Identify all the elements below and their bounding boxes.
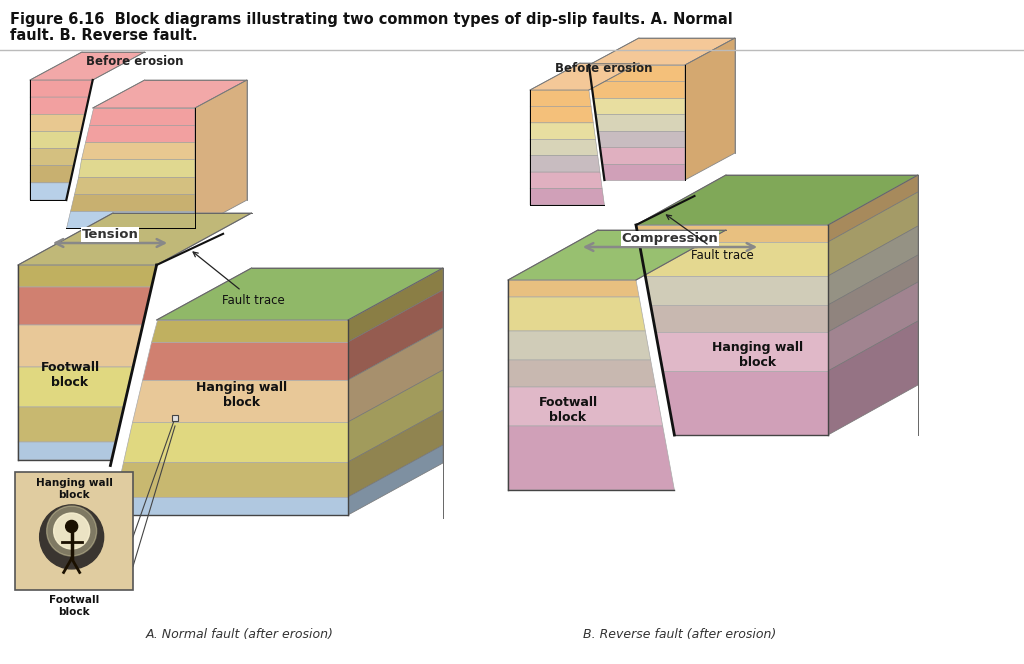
Circle shape (53, 513, 90, 549)
Polygon shape (18, 442, 115, 460)
Polygon shape (348, 370, 443, 462)
Polygon shape (18, 325, 142, 367)
Text: fault. B. Reverse fault.: fault. B. Reverse fault. (10, 28, 198, 43)
Polygon shape (530, 139, 598, 156)
Polygon shape (157, 268, 443, 320)
Polygon shape (348, 290, 443, 380)
Polygon shape (530, 123, 596, 139)
Polygon shape (152, 320, 348, 342)
Polygon shape (348, 445, 443, 515)
Polygon shape (508, 230, 726, 280)
Text: Footwall
block: Footwall block (49, 595, 99, 617)
Polygon shape (589, 38, 735, 65)
Polygon shape (30, 131, 81, 149)
Polygon shape (530, 90, 591, 106)
Polygon shape (645, 276, 828, 305)
Polygon shape (508, 360, 655, 387)
Polygon shape (598, 131, 685, 147)
Polygon shape (593, 98, 685, 114)
Circle shape (66, 521, 78, 533)
Polygon shape (132, 380, 348, 422)
Text: Hanging wall
block: Hanging wall block (36, 478, 113, 499)
Polygon shape (172, 415, 178, 421)
Text: Before erosion: Before erosion (86, 55, 183, 68)
Polygon shape (30, 52, 144, 80)
Polygon shape (123, 422, 348, 462)
Polygon shape (348, 328, 443, 422)
Polygon shape (18, 265, 157, 287)
Polygon shape (508, 426, 675, 490)
Polygon shape (639, 242, 828, 276)
Polygon shape (589, 65, 685, 82)
Polygon shape (15, 472, 133, 590)
Polygon shape (663, 371, 828, 435)
Polygon shape (115, 462, 348, 497)
Text: Before erosion: Before erosion (555, 62, 652, 75)
Text: Figure 6.16  Block diagrams illustrating two common types of dip-slip faults. A.: Figure 6.16 Block diagrams illustrating … (10, 12, 733, 27)
Polygon shape (508, 387, 663, 426)
Polygon shape (596, 114, 685, 131)
Text: Hanging wall
block: Hanging wall block (713, 341, 804, 369)
Polygon shape (508, 331, 650, 360)
Polygon shape (348, 268, 443, 342)
Polygon shape (602, 163, 685, 180)
Polygon shape (828, 192, 918, 276)
Text: Footwall
block: Footwall block (40, 361, 99, 389)
Polygon shape (636, 175, 918, 225)
Polygon shape (78, 159, 195, 177)
Polygon shape (89, 108, 195, 125)
Polygon shape (508, 297, 645, 331)
Polygon shape (30, 97, 89, 114)
Polygon shape (30, 183, 70, 200)
Polygon shape (195, 80, 247, 228)
Polygon shape (30, 149, 78, 166)
Text: A. Normal fault (after erosion): A. Normal fault (after erosion) (146, 628, 334, 641)
Polygon shape (111, 497, 348, 515)
Polygon shape (18, 287, 152, 325)
Polygon shape (828, 226, 918, 305)
Polygon shape (636, 225, 828, 242)
Polygon shape (30, 166, 74, 183)
Polygon shape (591, 82, 685, 98)
Polygon shape (685, 38, 735, 180)
Text: B. Reverse fault (after erosion): B. Reverse fault (after erosion) (584, 628, 776, 641)
Polygon shape (530, 189, 604, 205)
Text: Fault trace: Fault trace (194, 252, 285, 307)
Circle shape (47, 506, 96, 556)
Polygon shape (67, 211, 195, 228)
Polygon shape (81, 142, 195, 159)
Circle shape (40, 505, 103, 569)
Polygon shape (18, 367, 132, 407)
Polygon shape (30, 80, 93, 97)
Text: Footwall
block: Footwall block (539, 396, 598, 424)
Polygon shape (650, 305, 828, 332)
Polygon shape (530, 156, 600, 172)
Polygon shape (600, 147, 685, 163)
Polygon shape (828, 321, 918, 435)
Text: Tension: Tension (82, 228, 138, 241)
Polygon shape (142, 342, 348, 380)
Polygon shape (530, 106, 593, 123)
Polygon shape (85, 125, 195, 142)
Polygon shape (508, 280, 639, 297)
Polygon shape (828, 175, 918, 242)
Polygon shape (30, 114, 85, 131)
Polygon shape (18, 407, 123, 442)
Polygon shape (348, 410, 443, 497)
Polygon shape (18, 213, 252, 265)
Text: Compression: Compression (622, 232, 719, 245)
Polygon shape (70, 194, 195, 211)
Polygon shape (74, 177, 195, 194)
Polygon shape (530, 63, 639, 90)
Text: Hanging wall
block: Hanging wall block (196, 381, 287, 409)
Text: Fault trace: Fault trace (667, 215, 754, 262)
Polygon shape (828, 255, 918, 332)
Polygon shape (530, 172, 602, 189)
Polygon shape (655, 332, 828, 371)
Polygon shape (93, 80, 247, 108)
Polygon shape (828, 282, 918, 371)
